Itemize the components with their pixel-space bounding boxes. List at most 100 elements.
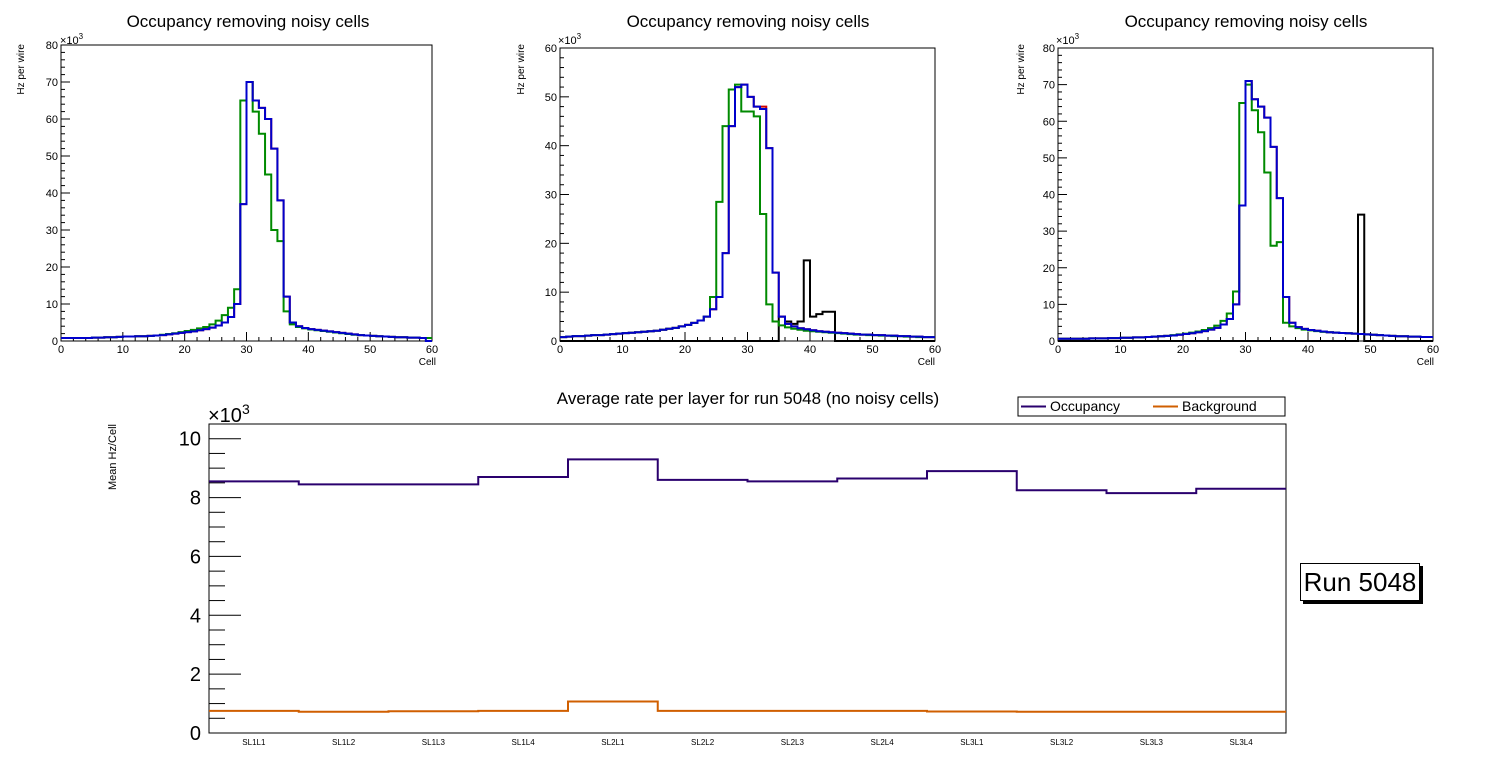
panel-4-ylabel: Mean Hz/Cell [107,424,119,490]
series-blue-line [1058,79,1433,340]
panel-2-multiplier: ×103 [558,32,582,47]
panel-2-title: Occupancy removing noisy cells [627,12,870,31]
y-tick-label: 30 [1043,226,1055,238]
legend-background-label: Background [1182,398,1257,414]
category-label: SL3L3 [1140,738,1164,747]
x-tick-label: 40 [1302,344,1314,356]
x-tick-label: 50 [364,344,376,356]
panel-1-axes: 0 10 20 30 40 50 60 0 10 20 30 40 50 60 70 80 [46,40,438,356]
panel-1-multiplier-base: ×10 [60,35,79,47]
panel-1-series [61,81,432,342]
panel-1-title: Occupancy removing noisy cells [127,12,370,31]
y-tick-label: 30 [46,225,58,237]
x-tick-label: 30 [1239,344,1251,356]
y-tick-label: 6 [190,546,201,568]
panel-1: Occupancy removing noisy cells Hz per wi… [16,12,438,368]
x-tick-label: 30 [240,344,252,356]
x-tick-label: 10 [117,344,129,356]
panel-3-ylabel: Hz per wire [1016,44,1027,95]
panel-3-xlabel: Cell [1417,357,1434,368]
y-tick-label: 40 [1043,190,1055,202]
panel-4-multiplier-exp: 3 [242,401,250,417]
y-tick-label: 20 [545,238,557,250]
y-tick-label: 4 [190,605,201,627]
y-tick-label: 50 [545,92,557,104]
x-tick-label: 10 [1114,344,1126,356]
series-blue-line [61,81,432,342]
category-label: SL2L4 [871,738,895,747]
panel-3: Occupancy removing noisy cells Hz per wi… [1016,12,1439,368]
category-label: SL1L1 [242,738,266,747]
category-label: SL3L1 [960,738,984,747]
y-tick-label: 70 [1043,80,1055,92]
category-label: SL2L2 [691,738,715,747]
y-tick-label: 40 [545,141,557,153]
y-tick-label: 80 [1043,43,1055,55]
y-tick-label: 30 [545,190,557,202]
y-tick-label: 8 [190,488,201,510]
y-tick-label: 40 [46,188,58,200]
series-occupancy-line [209,458,1286,495]
panel-3-multiplier-exp: 3 [1075,32,1080,41]
panel-2-axes: 0 10 20 30 40 50 60 0 10 20 30 40 50 60 [545,43,941,356]
category-label: SL3L4 [1230,738,1254,747]
y-tick-label: 20 [1043,263,1055,275]
series-red-line [560,83,935,339]
panel-2-series [560,83,935,342]
panel-3-multiplier-base: ×10 [1056,35,1075,47]
series-blue-line [560,83,935,339]
panel-4-title: Average rate per layer for run 5048 (no … [557,389,939,408]
x-tick-label: 60 [426,344,438,356]
panel-3-axes: 0 10 20 30 40 50 60 0 10 20 30 40 50 60 70 80 [1043,43,1439,356]
category-label: SL1L3 [422,738,446,747]
x-tick-label: 50 [866,344,878,356]
x-tick-label: 0 [1055,344,1061,356]
category-label: SL1L4 [512,738,536,747]
y-tick-label: 10 [545,287,557,299]
x-tick-label: 20 [1177,344,1189,356]
series-background-line [209,700,1286,713]
y-tick-label: 20 [46,262,58,274]
y-tick-label: 50 [46,151,58,163]
y-tick-label: 0 [190,723,201,745]
series-black-line [560,259,935,342]
panel-4-multiplier-base: ×10 [208,405,242,427]
x-tick-label: 20 [179,344,191,356]
x-tick-label: 0 [58,344,64,356]
panel-3-multiplier: ×103 [1056,32,1080,47]
y-tick-label: 10 [46,299,58,311]
y-tick-label: 0 [52,336,58,348]
x-tick-label: 60 [1427,344,1439,356]
panel-1-multiplier: ×103 [60,32,84,47]
panel-1-ylabel: Hz per wire [16,44,27,95]
x-tick-label: 30 [741,344,753,356]
y-tick-label: 60 [46,114,58,126]
panel-1-xlabel: Cell [419,357,436,368]
panel-4-axes: SL1L1 SL1L2 SL1L3 SL1L4 SL2L1 SL2L2 SL2L3 SL2L4… [179,423,1287,747]
panel-4-multiplier: ×103 [208,401,250,427]
x-tick-label: 40 [804,344,816,356]
y-tick-label: 80 [46,40,58,52]
panel-2-xlabel: Cell [918,357,935,368]
y-tick-label: 50 [1043,153,1055,165]
panel-1-multiplier-exp: 3 [79,32,84,41]
category-label: SL2L1 [601,738,625,747]
series-black-line [1058,213,1433,342]
x-tick-label: 20 [679,344,691,356]
y-tick-label: 60 [545,43,557,55]
series-green-line [560,83,935,339]
category-label: SL2L3 [781,738,805,747]
panel-2-multiplier-exp: 3 [577,32,582,41]
y-tick-label: 70 [46,77,58,89]
y-tick-label: 2 [190,664,201,686]
panel-2-ylabel: Hz per wire [516,44,527,95]
run-annotation: Run 5048 [1300,563,1420,601]
x-tick-label: 60 [929,344,941,356]
panel-2: Occupancy removing noisy cells Hz per wi… [516,12,941,368]
y-tick-label: 0 [1049,336,1055,348]
x-tick-label: 40 [302,344,314,356]
x-tick-label: 10 [616,344,628,356]
legend-box [1017,396,1286,417]
y-tick-label: 10 [179,429,201,451]
